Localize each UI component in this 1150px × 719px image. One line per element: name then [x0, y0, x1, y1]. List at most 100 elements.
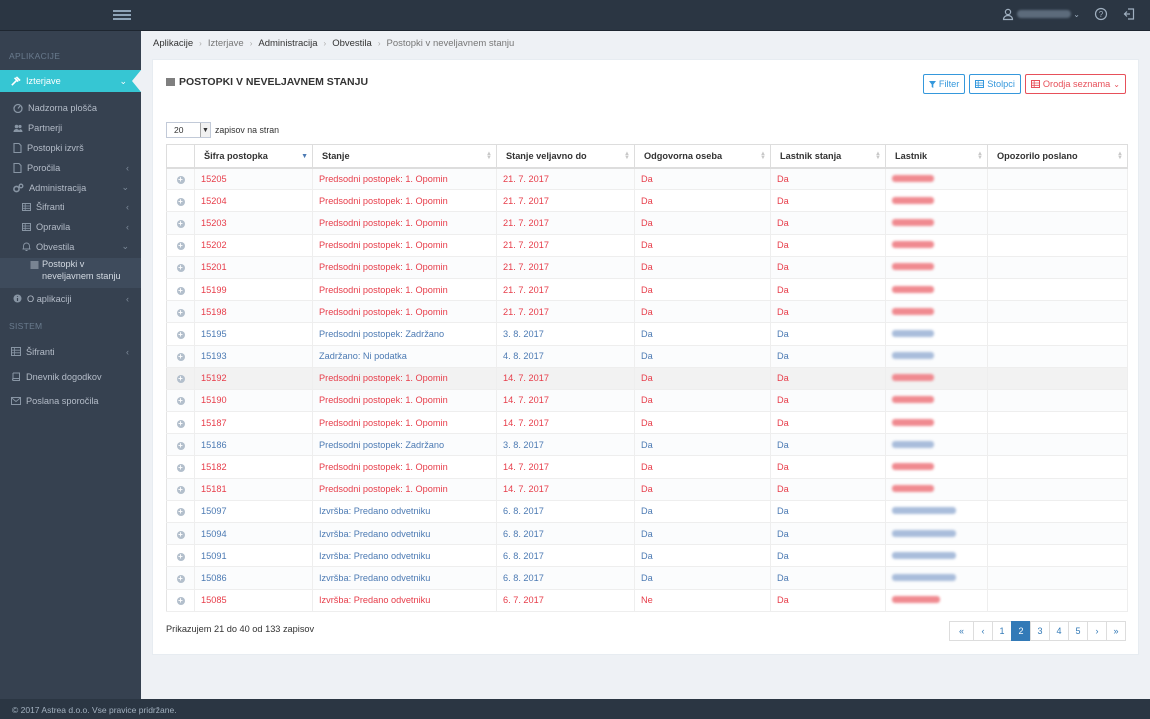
- table-row[interactable]: +15192 Predsodni postopek: 1. Opomin 14. 7…: [166, 366, 1128, 390]
- columns-button[interactable]: Stolpci: [969, 74, 1021, 94]
- expand-row-cell[interactable]: +: [166, 300, 195, 324]
- expand-row-cell[interactable]: +: [166, 455, 195, 479]
- expand-row-cell[interactable]: +: [166, 344, 195, 368]
- sidebar-item-poslana-sporocila[interactable]: Poslana sporočila: [0, 394, 141, 407]
- sidebar-item-dnevnik-dogodkov[interactable]: Dnevnik dogodkov: [0, 370, 141, 383]
- expand-row-cell[interactable]: +: [166, 322, 195, 346]
- sidebar-item-postopki-neveljavno[interactable]: Postopki v neveljavnem stanju: [0, 258, 141, 288]
- page-button-4[interactable]: 4: [1049, 621, 1069, 641]
- table-row[interactable]: +15204 Predsodni postopek: 1. Opomin 21. 7…: [166, 189, 1128, 213]
- expand-row-cell[interactable]: +: [166, 588, 195, 612]
- sidebar-item-nadzorna-plosca[interactable]: Nadzorna plošča: [0, 101, 141, 114]
- table-row[interactable]: +15186 Predsodni postopek: Zadržano 3. 8. …: [166, 433, 1128, 457]
- expand-row-cell[interactable]: +: [166, 277, 195, 302]
- expand-row-cell[interactable]: +: [166, 255, 195, 279]
- table-row[interactable]: +15202 Predsodni postopek: 1. Opomin 21. 7…: [166, 233, 1128, 257]
- column-header-stanje[interactable]: Stanje ▲ ▼: [312, 144, 497, 169]
- expand-row-cell[interactable]: +: [166, 566, 195, 590]
- expand-row-cell[interactable]: +: [166, 411, 195, 435]
- page-button-5[interactable]: 5: [1068, 621, 1088, 641]
- page-length-select[interactable]: 20 ▼: [166, 122, 211, 138]
- table-row[interactable]: +15190 Predsodni postopek: 1. Opomin 14. 7…: [166, 388, 1128, 413]
- expand-row-cell[interactable]: +: [166, 544, 195, 568]
- cell-sifra[interactable]: 15198: [194, 300, 313, 324]
- page-next-button[interactable]: ›: [1087, 621, 1107, 641]
- sidebar-item-postopki-izvrs[interactable]: Postopki izvrš: [0, 141, 141, 154]
- list-tools-button[interactable]: Orodja seznama ⌄: [1024, 74, 1126, 94]
- expand-row-cell[interactable]: +: [166, 521, 195, 546]
- cell-sifra[interactable]: 15193: [194, 344, 313, 368]
- table-row[interactable]: +15094 Izvršba: Predano odvetniku 6. 8. 20…: [166, 521, 1128, 546]
- sidebar-item-obvestila[interactable]: Obvestila ⌄: [0, 240, 141, 253]
- table-row[interactable]: +15193 Zadržano: Ni podatka 4. 8. 2017 Da Da: [166, 344, 1128, 368]
- column-header-sifra[interactable]: Šifra postopka ▼: [194, 144, 313, 169]
- column-header-lastnik[interactable]: Lastnik ▲ ▼: [885, 144, 988, 169]
- sidebar-item-partnerji[interactable]: Partnerji: [0, 121, 141, 134]
- expand-row-cell[interactable]: +: [166, 366, 195, 390]
- logout-icon[interactable]: [1122, 7, 1136, 21]
- sidebar-item-izterjave[interactable]: Izterjave ⌄: [0, 70, 141, 92]
- filter-button[interactable]: Filter: [922, 74, 966, 94]
- sidebar-item-sifranti[interactable]: Šifranti ‹: [0, 200, 141, 213]
- table-row[interactable]: +15086 Izvršba: Predano odvetniku 6. 8. 20…: [166, 566, 1128, 590]
- page-first-button[interactable]: «: [949, 621, 974, 641]
- expand-row-cell[interactable]: +: [166, 433, 195, 457]
- sidebar-item-porocila[interactable]: Poročila ‹: [0, 161, 141, 174]
- cell-sifra[interactable]: 15085: [194, 588, 313, 612]
- page-last-button[interactable]: »: [1106, 621, 1126, 641]
- breadcrumb-item[interactable]: Administracija: [258, 38, 318, 49]
- cell-sifra[interactable]: 15190: [194, 388, 313, 413]
- user-menu[interactable]: ⌄: [1001, 7, 1080, 21]
- cell-sifra[interactable]: 15203: [194, 211, 313, 235]
- page-button-3[interactable]: 3: [1030, 621, 1050, 641]
- expand-row-cell[interactable]: +: [166, 233, 195, 257]
- table-row[interactable]: +15205 Predsodni postopek: 1. Opomin 21. 7…: [166, 166, 1128, 191]
- expand-row-cell[interactable]: +: [166, 189, 195, 213]
- column-header-lastnik-stanja[interactable]: Lastnik stanja ▲ ▼: [770, 144, 886, 169]
- cell-sifra[interactable]: 15204: [194, 189, 313, 213]
- expand-row-cell[interactable]: +: [166, 499, 195, 524]
- cell-sifra[interactable]: 15199: [194, 277, 313, 302]
- cell-sifra[interactable]: 15091: [194, 544, 313, 568]
- table-row[interactable]: +15198 Predsodni postopek: 1. Opomin 21. 7…: [166, 300, 1128, 324]
- table-row[interactable]: +15091 Izvršba: Predano odvetniku 6. 8. 20…: [166, 544, 1128, 568]
- cell-sifra[interactable]: 15205: [194, 166, 313, 191]
- table-row[interactable]: +15203 Predsodni postopek: 1. Opomin 21. 7…: [166, 211, 1128, 235]
- breadcrumb-item[interactable]: Obvestila: [332, 38, 372, 49]
- column-header-odgovorna-oseba[interactable]: Odgovorna oseba ▲ ▼: [634, 144, 771, 169]
- page-button-2[interactable]: 2: [1011, 621, 1031, 641]
- cell-sifra[interactable]: 15186: [194, 433, 313, 457]
- page-button-1[interactable]: 1: [992, 621, 1012, 641]
- table-row[interactable]: +15182 Predsodni postopek: 1. Opomin 14. 7…: [166, 455, 1128, 479]
- sidebar-item-o-aplikaciji[interactable]: O aplikaciji ‹: [0, 292, 141, 305]
- cell-sifra[interactable]: 15202: [194, 233, 313, 257]
- expand-row-cell[interactable]: +: [166, 211, 195, 235]
- cell-sifra[interactable]: 15182: [194, 455, 313, 479]
- help-icon[interactable]: ?: [1094, 7, 1108, 21]
- table-row[interactable]: +15097 Izvršba: Predano odvetniku 6. 8. 20…: [166, 499, 1128, 524]
- breadcrumb-item[interactable]: Aplikacije: [153, 38, 194, 49]
- expand-row-cell[interactable]: +: [166, 166, 195, 191]
- cell-sifra[interactable]: 15094: [194, 521, 313, 546]
- sidebar-item-administracija[interactable]: Administracija ⌄: [0, 181, 141, 194]
- cell-sifra[interactable]: 15181: [194, 477, 313, 501]
- cell-sifra[interactable]: 15086: [194, 566, 313, 590]
- cell-sifra[interactable]: 15201: [194, 255, 313, 279]
- column-header-veljavno-do[interactable]: Stanje veljavno do ▲ ▼: [496, 144, 635, 169]
- cell-sifra[interactable]: 15097: [194, 499, 313, 524]
- table-row[interactable]: +15187 Predsodni postopek: 1. Opomin 14. 7…: [166, 411, 1128, 435]
- expand-row-cell[interactable]: +: [166, 388, 195, 413]
- sidebar-item-opravila[interactable]: Opravila ‹: [0, 220, 141, 233]
- breadcrumb-item[interactable]: Izterjave: [207, 38, 244, 49]
- cell-sifra[interactable]: 15195: [194, 322, 313, 346]
- page-prev-button[interactable]: ‹: [973, 621, 993, 641]
- table-row[interactable]: +15201 Predsodni postopek: 1. Opomin 21. 7…: [166, 255, 1128, 279]
- menu-icon[interactable]: [113, 8, 131, 22]
- table-row[interactable]: +15195 Predsodni postopek: Zadržano 3. 8. …: [166, 322, 1128, 346]
- table-row[interactable]: +15181 Predsodni postopek: 1. Opomin 14. 7…: [166, 477, 1128, 501]
- table-row[interactable]: +15199 Predsodni postopek: 1. Opomin 21. 7…: [166, 277, 1128, 302]
- expand-row-cell[interactable]: +: [166, 477, 195, 501]
- column-header-opozorilo[interactable]: Opozorilo poslano ▲ ▼: [987, 144, 1128, 169]
- table-row[interactable]: +15085 Izvršba: Predano odvetniku 6. 7. 20…: [166, 588, 1128, 612]
- cell-sifra[interactable]: 15187: [194, 411, 313, 435]
